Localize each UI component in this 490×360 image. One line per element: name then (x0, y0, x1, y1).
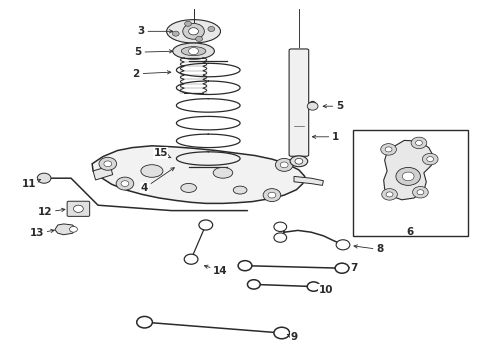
Polygon shape (384, 140, 434, 200)
Circle shape (416, 140, 422, 145)
Circle shape (307, 102, 318, 110)
Circle shape (74, 205, 83, 212)
Circle shape (263, 189, 281, 202)
Circle shape (196, 36, 202, 41)
Text: 12: 12 (38, 207, 65, 217)
Circle shape (275, 158, 293, 171)
Text: 3: 3 (138, 26, 172, 36)
Circle shape (335, 263, 349, 273)
Circle shape (386, 192, 393, 197)
Ellipse shape (233, 186, 247, 194)
Circle shape (381, 144, 396, 155)
Circle shape (99, 157, 117, 170)
Text: 4: 4 (141, 168, 174, 193)
Text: 5: 5 (323, 101, 343, 111)
Circle shape (385, 147, 392, 152)
FancyBboxPatch shape (289, 49, 309, 156)
Circle shape (274, 233, 287, 242)
Text: 14: 14 (204, 265, 228, 276)
Circle shape (413, 186, 428, 198)
Ellipse shape (141, 165, 163, 177)
Circle shape (268, 192, 276, 198)
Circle shape (336, 240, 350, 250)
Polygon shape (294, 176, 323, 185)
Ellipse shape (172, 43, 215, 59)
Text: 9: 9 (287, 332, 297, 342)
Circle shape (402, 172, 414, 181)
Text: 10: 10 (318, 285, 333, 295)
Text: 7: 7 (350, 263, 358, 273)
Circle shape (172, 31, 179, 36)
Circle shape (396, 167, 420, 185)
FancyBboxPatch shape (67, 201, 90, 216)
Circle shape (274, 222, 287, 231)
Circle shape (70, 226, 77, 232)
Circle shape (121, 181, 129, 186)
Circle shape (382, 189, 397, 200)
Text: 8: 8 (354, 244, 383, 255)
Circle shape (208, 26, 215, 31)
Bar (353, 130, 468, 236)
Circle shape (116, 177, 134, 190)
Text: 15: 15 (153, 148, 171, 158)
Circle shape (104, 161, 112, 167)
Circle shape (280, 162, 288, 168)
Text: 1: 1 (313, 132, 339, 142)
Text: 5: 5 (135, 47, 172, 57)
Text: 2: 2 (133, 69, 171, 79)
Circle shape (183, 23, 204, 39)
Circle shape (274, 327, 290, 339)
Polygon shape (55, 224, 76, 235)
Circle shape (189, 48, 198, 55)
Text: 11: 11 (22, 179, 41, 189)
Circle shape (37, 173, 51, 183)
Ellipse shape (181, 47, 206, 56)
Text: 6: 6 (406, 227, 413, 237)
Text: 13: 13 (29, 228, 54, 238)
Circle shape (185, 21, 192, 26)
Circle shape (189, 28, 198, 35)
Circle shape (184, 254, 198, 264)
Ellipse shape (290, 156, 308, 167)
Circle shape (238, 261, 252, 271)
Ellipse shape (181, 184, 196, 193)
Circle shape (247, 280, 260, 289)
Ellipse shape (213, 167, 233, 178)
Circle shape (422, 153, 438, 165)
Polygon shape (92, 146, 305, 203)
Circle shape (427, 157, 434, 162)
Circle shape (411, 137, 427, 149)
Circle shape (307, 282, 320, 291)
Circle shape (137, 316, 152, 328)
Circle shape (199, 220, 213, 230)
Polygon shape (93, 166, 113, 180)
Circle shape (295, 158, 303, 164)
Circle shape (417, 190, 424, 195)
Ellipse shape (167, 20, 220, 43)
